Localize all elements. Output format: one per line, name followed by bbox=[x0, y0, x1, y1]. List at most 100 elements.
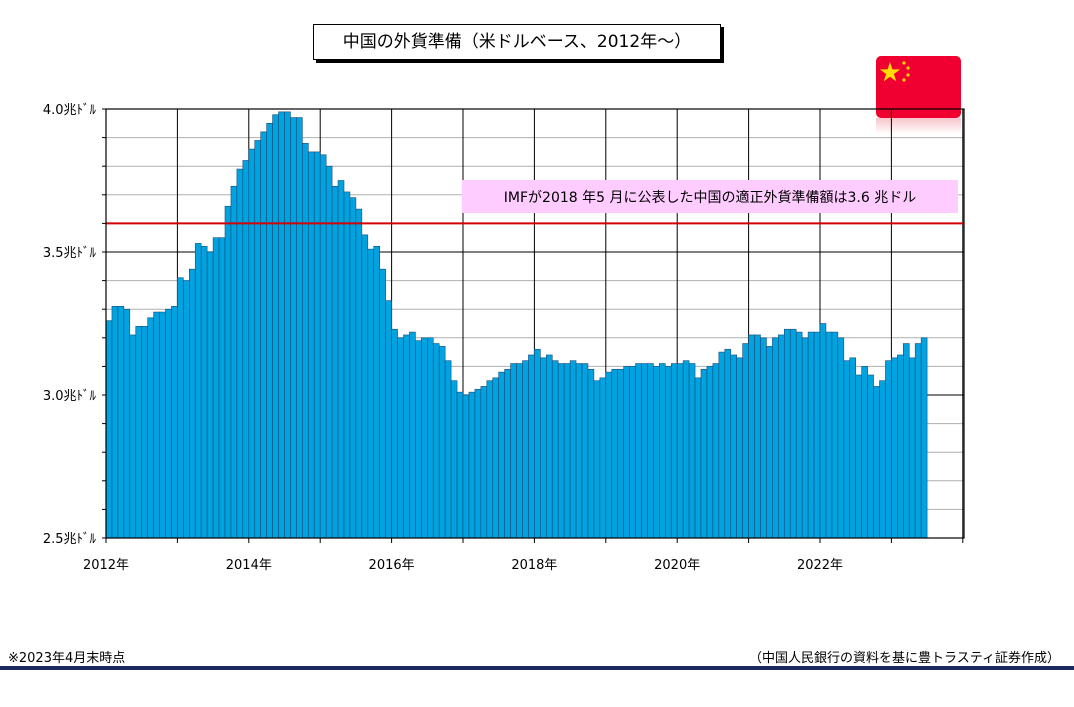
bar bbox=[563, 363, 571, 539]
bar bbox=[551, 360, 559, 539]
bar bbox=[266, 123, 273, 539]
bar bbox=[891, 357, 898, 539]
bar bbox=[349, 197, 357, 539]
bar bbox=[801, 337, 809, 539]
bar bbox=[111, 306, 119, 539]
bar bbox=[123, 308, 131, 539]
bar bbox=[599, 377, 607, 539]
x-tick-label: 2014年 bbox=[226, 558, 272, 573]
bar bbox=[313, 151, 321, 539]
bar bbox=[795, 331, 803, 539]
bar bbox=[218, 237, 226, 539]
bar bbox=[789, 328, 797, 539]
flag-reflection bbox=[876, 118, 961, 134]
bar bbox=[664, 366, 672, 539]
date-note: ※2023年4月末時点 bbox=[8, 651, 126, 666]
bar bbox=[617, 368, 624, 539]
bar bbox=[837, 337, 845, 539]
bar bbox=[159, 311, 166, 539]
bar bbox=[575, 363, 583, 539]
bar bbox=[718, 351, 726, 539]
bar bbox=[902, 343, 910, 539]
bar bbox=[242, 160, 250, 539]
bar bbox=[920, 337, 928, 539]
bar bbox=[742, 343, 749, 539]
bar bbox=[480, 386, 488, 539]
bar bbox=[843, 360, 851, 539]
china-flag-icon bbox=[876, 56, 961, 118]
bar bbox=[611, 368, 618, 539]
bar bbox=[593, 380, 601, 539]
bar bbox=[569, 360, 577, 539]
source-note: （中国人民銀行の資料を基に豊トラスティ証券作成） bbox=[749, 651, 1060, 666]
reference-annotation-label: IMFが2018 年5 月に公表した中国の適正外貨準備額は3.6 兆ドル bbox=[504, 189, 916, 206]
bar bbox=[807, 331, 815, 539]
bar bbox=[760, 337, 767, 539]
bar bbox=[766, 346, 773, 539]
bar bbox=[653, 366, 660, 539]
bar bbox=[105, 320, 113, 539]
bar bbox=[778, 334, 785, 539]
bar bbox=[813, 331, 821, 539]
bar bbox=[754, 334, 761, 539]
bar bbox=[831, 331, 839, 539]
bar bbox=[688, 363, 696, 539]
bar bbox=[510, 363, 517, 539]
bar bbox=[522, 360, 529, 539]
bar bbox=[659, 363, 666, 539]
bar bbox=[849, 357, 856, 539]
bar bbox=[516, 363, 523, 539]
bar bbox=[403, 334, 410, 539]
bar bbox=[623, 366, 630, 539]
bar bbox=[307, 151, 315, 539]
bar bbox=[254, 140, 261, 539]
bottom-rule bbox=[0, 666, 1074, 670]
bar bbox=[248, 148, 256, 539]
bar bbox=[772, 337, 779, 539]
bar bbox=[629, 366, 636, 539]
y-tick-label: 3.5兆ﾄﾞﾙ bbox=[43, 246, 97, 261]
bar bbox=[581, 363, 589, 539]
bar bbox=[468, 391, 476, 539]
bar bbox=[545, 354, 553, 539]
bar bbox=[885, 360, 892, 539]
bar bbox=[426, 337, 434, 539]
bar bbox=[212, 237, 220, 539]
bar bbox=[337, 180, 345, 539]
bar bbox=[676, 363, 684, 539]
bar bbox=[444, 360, 452, 539]
x-tick-label: 2022年 bbox=[797, 558, 843, 573]
bar bbox=[724, 348, 732, 539]
bar bbox=[730, 354, 737, 539]
bar bbox=[605, 371, 613, 539]
bar bbox=[867, 374, 874, 539]
bar bbox=[278, 111, 285, 539]
bar bbox=[670, 363, 678, 539]
flag-stars bbox=[879, 61, 910, 82]
bar bbox=[504, 368, 511, 539]
bar bbox=[534, 348, 541, 539]
bar bbox=[557, 363, 565, 539]
bar bbox=[236, 168, 244, 539]
bar bbox=[296, 117, 303, 539]
bar bbox=[415, 340, 422, 539]
bar bbox=[319, 154, 327, 539]
bar bbox=[635, 363, 642, 539]
bar bbox=[325, 165, 333, 539]
bar bbox=[819, 323, 827, 539]
bar bbox=[682, 360, 690, 539]
x-tick-label: 2020年 bbox=[654, 558, 700, 573]
bar bbox=[450, 380, 458, 539]
x-tick-label: 2018年 bbox=[511, 558, 557, 573]
bar bbox=[177, 277, 184, 539]
chart-title: 中国の外貨準備（米ドルベース、2012年～） bbox=[313, 24, 721, 60]
bar bbox=[409, 331, 416, 539]
bar bbox=[391, 328, 398, 539]
y-tick-label: 4.0兆ﾄﾞﾙ bbox=[43, 103, 97, 118]
bar bbox=[171, 306, 178, 539]
x-tick-label: 2012年 bbox=[83, 558, 129, 573]
bar bbox=[783, 328, 791, 539]
bar bbox=[230, 185, 238, 539]
bar bbox=[432, 343, 440, 539]
